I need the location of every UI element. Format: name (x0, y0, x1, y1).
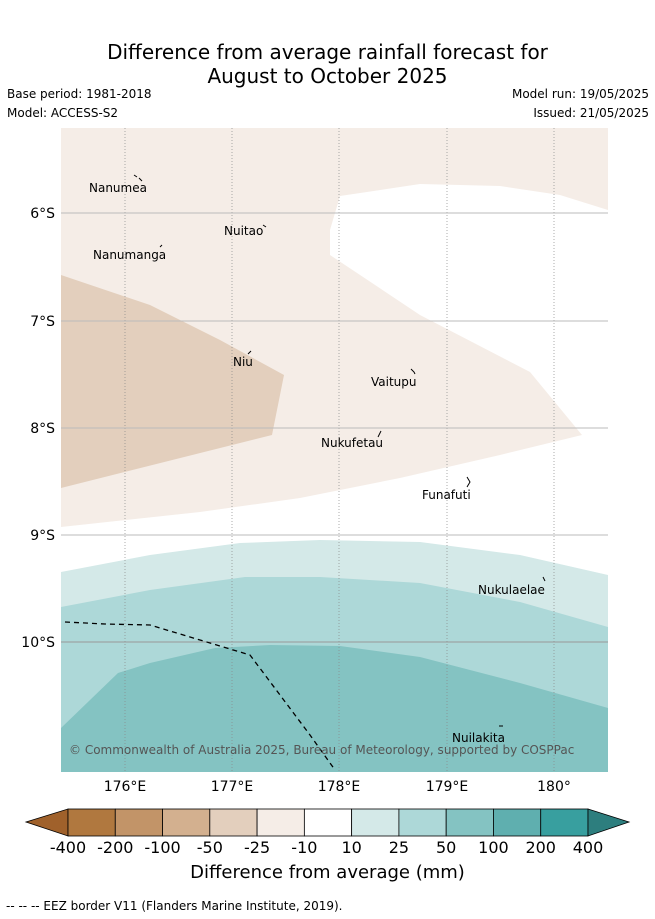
colorbar-swatch (162, 808, 211, 837)
nanumanga-island-shape (159, 244, 163, 248)
lon-label-178e: 178°E (318, 779, 361, 795)
nanumea-island-shape (133, 174, 143, 182)
vaitupu-island-shape (410, 368, 416, 375)
map-panel: Nanumea Nuitao Nanumanga Niu Vaitupu Nuk… (61, 128, 608, 772)
colorbar-tick-label: -25 (244, 838, 271, 857)
lat-label-7s: 7°S (30, 314, 55, 330)
title-line-2: August to October 2025 (207, 64, 448, 88)
lat-label-9s: 9°S (30, 528, 55, 544)
colorbar-tick-label: -400 (49, 838, 87, 857)
colorbar-tick-label: 400 (572, 838, 604, 857)
island-label-nukulaelae: Nukulaelae (478, 583, 545, 597)
colorbar-swatch (493, 808, 542, 837)
funafuti-island-shape (466, 476, 471, 488)
lon-label-180: 180° (537, 779, 571, 795)
attribution: © Commonwealth of Australia 2025, Bureau… (69, 743, 574, 757)
lat-label-10s: 10°S (21, 635, 55, 651)
base-period: Base period: 1981-2018 (7, 87, 152, 101)
lon-label-177e: 177°E (211, 779, 254, 795)
lon-label-176e: 176°E (104, 779, 147, 795)
colorbar-tick-label: -50 (196, 838, 223, 857)
colorbar-swatch (256, 808, 305, 837)
lat-label-6s: 6°S (30, 206, 55, 222)
graticule (61, 128, 608, 772)
colorbar-extend-low (24, 808, 69, 837)
colorbar-tick-label: 100 (478, 838, 509, 857)
title-line-1: Difference from average rainfall forecas… (107, 40, 548, 64)
colorbar-swatch (303, 808, 353, 837)
model-run-date: Model run: 19/05/2025 (511, 87, 649, 101)
lon-label-179e: 179°E (426, 779, 469, 795)
region-minus25-to-minus50 (61, 275, 284, 488)
colorbar-swatch (67, 808, 116, 837)
island-label-nanumanga: Nanumanga (93, 248, 166, 262)
colorbar-tick-label: -10 (291, 838, 318, 857)
islands (133, 174, 546, 727)
colorbar-tick-label: -200 (97, 838, 134, 857)
colorbar-title: Difference from average (mm) (190, 862, 465, 883)
island-label-funafuti: Funafuti (422, 488, 471, 502)
lat-label-8s: 8°S (30, 421, 55, 437)
island-label-nanumea: Nanumea (89, 181, 147, 195)
niu-island-shape (247, 350, 252, 355)
region-50-to-100 (61, 645, 608, 772)
colorbar-swatch (114, 808, 163, 837)
colorbar (24, 808, 631, 837)
colorbar-swatch (209, 808, 258, 837)
colorbar-tick-label: 25 (388, 838, 410, 857)
colorbar-swatch (398, 808, 447, 837)
colorbar-extend-high (587, 808, 631, 837)
island-label-nukufetau: Nukufetau (321, 436, 383, 450)
colorbar-tick-label: 50 (435, 838, 457, 857)
island-label-nuitao: Nuitao (224, 224, 263, 238)
island-label-nuilakita: Nuilakita (452, 731, 505, 745)
issued-date: Issued: 21/05/2025 (533, 106, 649, 120)
island-label-vaitupu: Vaitupu (371, 375, 417, 389)
model-name: Model: ACCESS-S2 (7, 106, 119, 120)
nukufetau-island-shape (377, 430, 382, 438)
colorbar-tick-label: 10 (341, 838, 362, 857)
colorbar-tick-label: 200 (525, 838, 556, 857)
nukulaelae-island-shape (542, 576, 546, 582)
nuitao-island-shape (262, 224, 267, 228)
colorbar-tick-label: -100 (144, 838, 181, 857)
colorbar-swatch (351, 808, 400, 837)
colorbar-swatch (540, 808, 589, 837)
eez-legend-note: -- -- -- EEZ border V11 (Flanders Marine… (6, 899, 343, 913)
island-label-niu: Niu (233, 355, 253, 369)
colorbar-swatch (445, 808, 494, 837)
map-title: Difference from average rainfall forecas… (0, 40, 655, 88)
eez-border (64, 621, 336, 771)
